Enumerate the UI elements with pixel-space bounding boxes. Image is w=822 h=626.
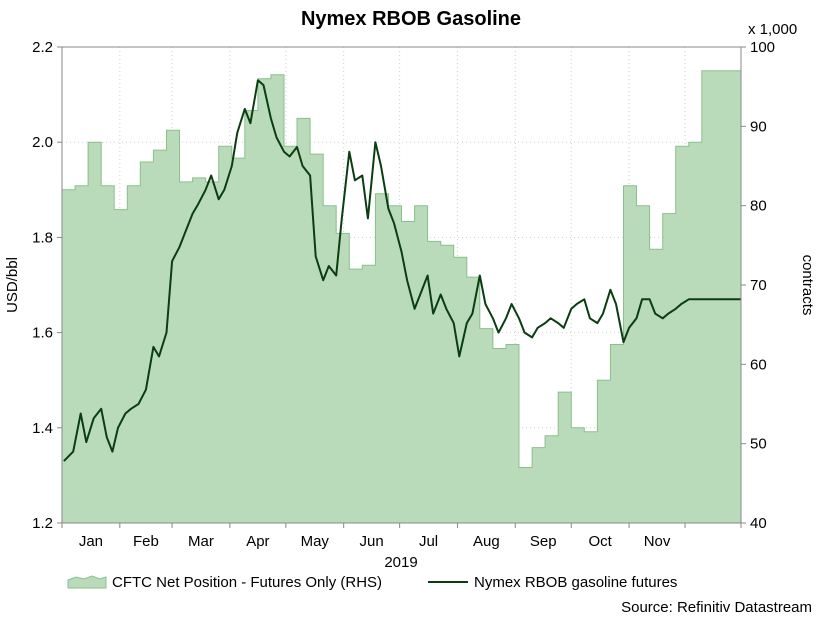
- right-tick-label: 90: [750, 118, 767, 135]
- right-axis-ticks: 40 50 60 70 80 90 100: [741, 39, 775, 532]
- chart-title: Nymex RBOB Gasoline: [301, 8, 521, 30]
- x-tick-label: Jul: [419, 533, 438, 550]
- y-left-axis-label: USD/bbl: [4, 257, 21, 313]
- left-tick-label: 2.2: [32, 39, 53, 56]
- legend-area-swatch: [67, 575, 107, 589]
- left-axis-ticks: 1.2 1.4 1.6 1.8 2.0 2.2: [32, 39, 62, 532]
- x-tick-label: Aug: [473, 533, 500, 550]
- right-tick-label: 40: [750, 515, 767, 532]
- right-tick-label: 60: [750, 356, 767, 373]
- x-tick-label: Apr: [246, 533, 269, 550]
- line-series-path: [63, 79, 741, 462]
- left-tick-label: 1.8: [32, 229, 53, 246]
- area-series-edge: [62, 70, 741, 468]
- x-tick-label: May: [301, 533, 330, 550]
- legend-line-label: Nymex RBOB gasoline futures: [474, 574, 677, 591]
- x-tick-label: Oct: [588, 533, 612, 550]
- legend: CFTC Net Position - Futures Only (RHS) N…: [67, 574, 677, 591]
- x-axis-ticks: Jan Feb Mar Apr May Jun Jul Aug Sep Oct Nov: [61, 523, 742, 550]
- x-axis-label: 2019: [384, 554, 417, 571]
- right-tick-label: 70: [750, 277, 767, 294]
- source-note: Source: Refinitiv Datastream: [621, 599, 812, 616]
- x-tick-label: Jan: [79, 533, 103, 550]
- x-tick-label: Mar: [188, 533, 214, 550]
- legend-item-line: Nymex RBOB gasoline futures: [428, 574, 677, 591]
- x-tick-label: Feb: [133, 533, 159, 550]
- area-series-layer: [62, 70, 741, 524]
- x-tick-label: Sep: [530, 533, 557, 550]
- right-tick-label: 100: [750, 39, 775, 56]
- x-tick-label: Nov: [644, 533, 671, 550]
- left-tick-label: 1.4: [32, 420, 53, 437]
- line-series-layer: [63, 79, 741, 462]
- legend-area-label: CFTC Net Position - Futures Only (RHS): [112, 574, 382, 591]
- left-tick-label: 1.6: [32, 325, 53, 342]
- left-tick-label: 2.0: [32, 134, 53, 151]
- left-tick-label: 1.2: [32, 515, 53, 532]
- y-right-axis-label: contracts: [799, 255, 816, 316]
- x-tick-label: Jun: [360, 533, 384, 550]
- right-tick-label: 80: [750, 198, 767, 215]
- legend-item-area: CFTC Net Position - Futures Only (RHS): [67, 574, 382, 591]
- right-tick-label: 50: [750, 436, 767, 453]
- y-right-multiplier-label: x 1,000: [748, 21, 797, 38]
